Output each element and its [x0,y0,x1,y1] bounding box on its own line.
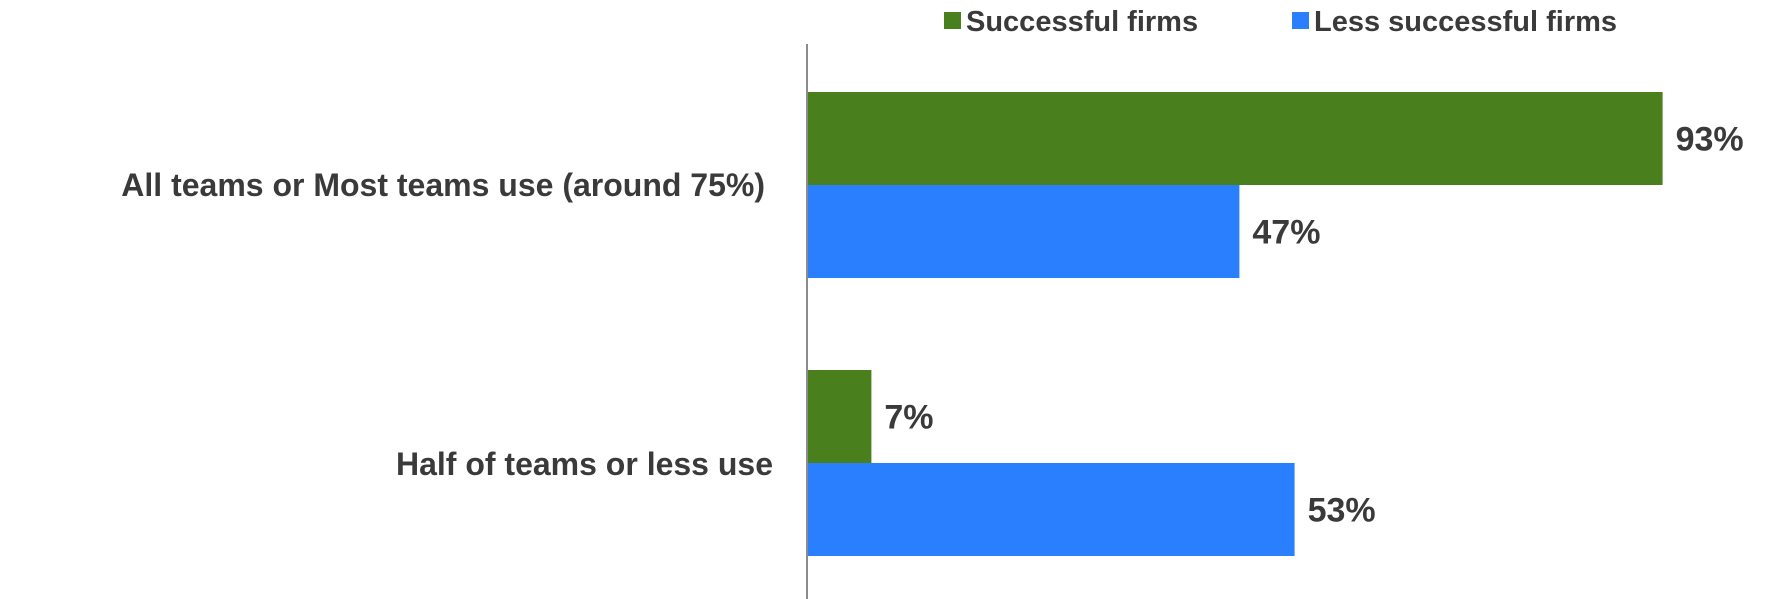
bar-successful-most-teams [807,92,1663,185]
data-label-less-successful-most-teams: 47% [1252,214,1320,252]
legend: Successful firms Less successful firms [944,6,1617,38]
data-labels: 93% 47% 7% 53% [884,121,1743,530]
bar-successful-half-or-less [807,370,872,463]
category-label-most-teams: All teams or Most teams use (around 75%) [121,167,765,203]
legend-label-less-successful: Less successful firms [1314,6,1617,38]
bars [807,92,1663,556]
legend-swatch-less-successful [1292,12,1309,29]
bar-less-successful-most-teams [807,185,1240,278]
data-label-successful-most-teams: 93% [1676,121,1744,159]
legend-label-successful: Successful firms [966,6,1198,38]
bar-less-successful-half-or-less [807,463,1295,556]
data-label-successful-half-or-less: 7% [884,399,933,437]
category-label-half-or-less: Half of teams or less use [396,446,773,482]
legend-swatch-successful [944,12,961,29]
data-label-less-successful-half-or-less: 53% [1308,492,1376,530]
